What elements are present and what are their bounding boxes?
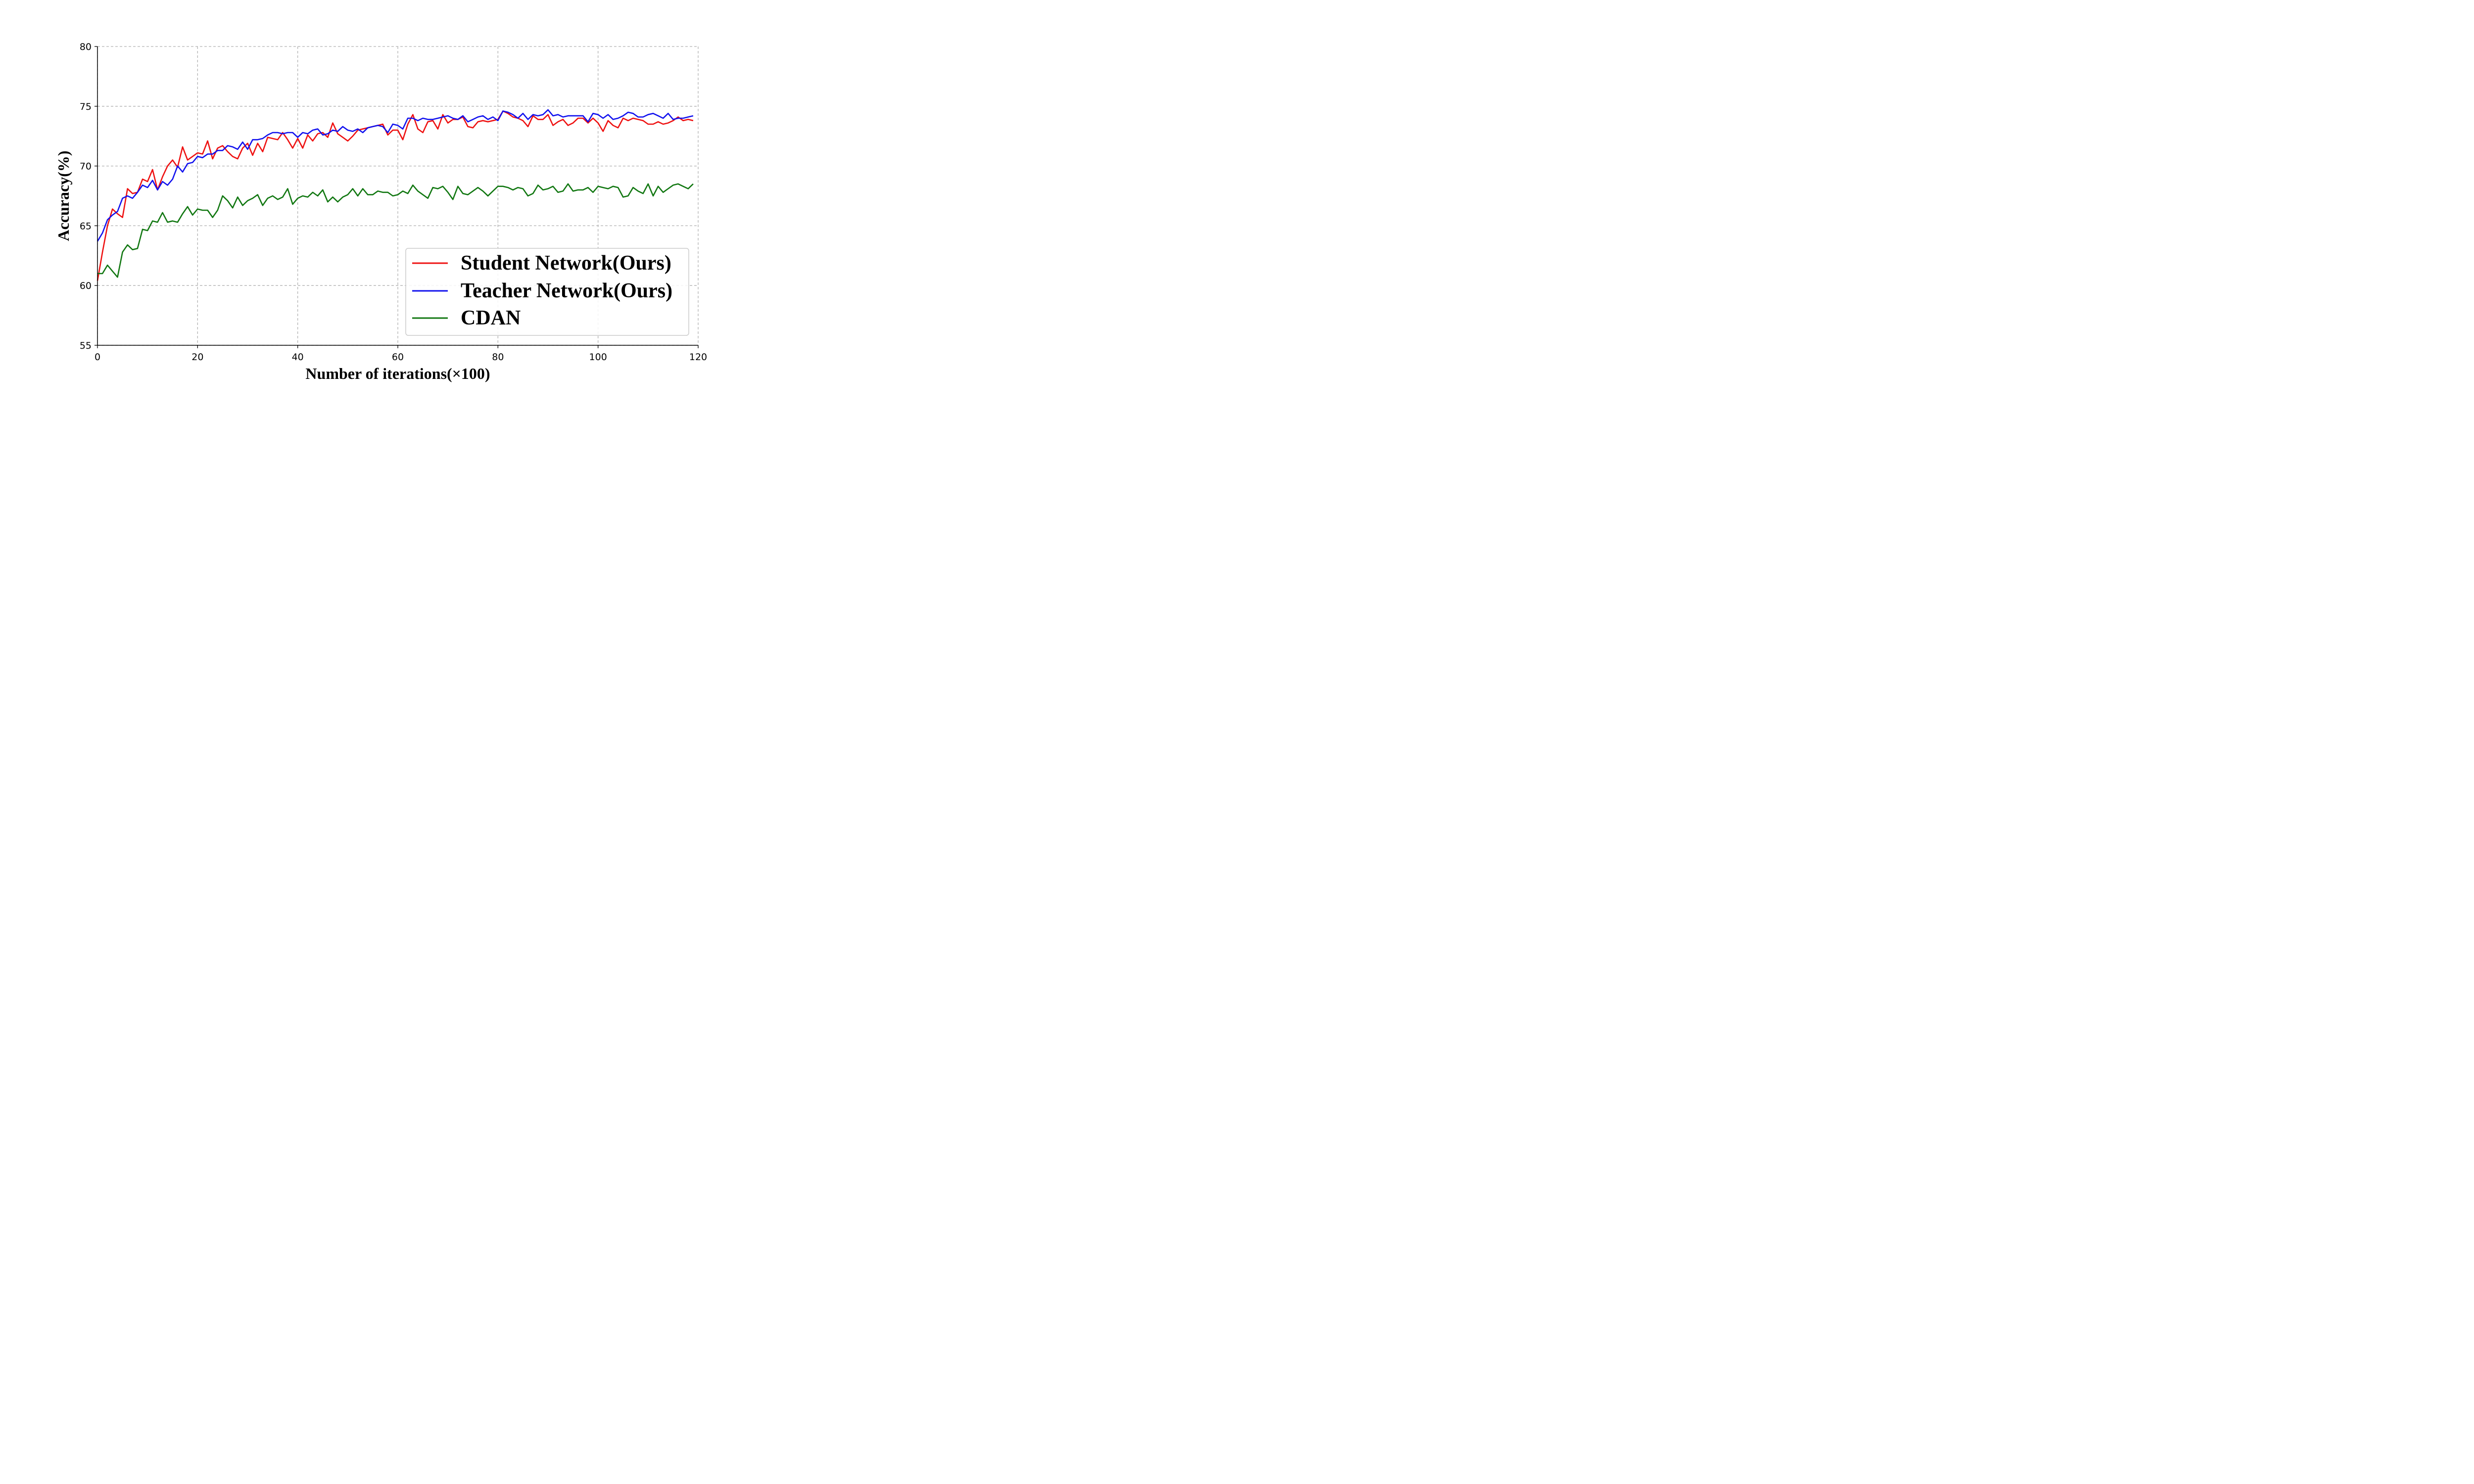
- x-axis-label: Number of iterations(×100): [305, 365, 490, 382]
- x-tick-label: 120: [689, 352, 707, 363]
- x-tick-label: 60: [392, 352, 404, 363]
- y-tick-label: 80: [80, 42, 92, 52]
- series-line-cdan: [97, 183, 694, 278]
- legend-label-student: Student Network(Ours): [461, 252, 671, 275]
- y-tick-label: 65: [80, 221, 92, 232]
- legend: Student Network(Ours) Teacher Network(Ou…: [405, 248, 689, 336]
- y-ticks: 55 60 65 70 75 80: [80, 42, 97, 351]
- line-chart: 0 20 40 60 80 100 120 55 60 65 70 75 80 Number of i…: [54, 42, 707, 382]
- series-line-student: [96, 110, 694, 281]
- x-tick-label: 40: [292, 352, 304, 363]
- x-ticks: 0 20 40 60 80 100 120: [95, 345, 707, 363]
- y-tick-label: 55: [80, 340, 92, 351]
- legend-label-teacher: Teacher Network(Ours): [461, 279, 672, 302]
- legend-label-cdan: CDAN: [461, 307, 521, 329]
- x-tick-label: 20: [191, 352, 203, 363]
- y-tick-label: 75: [80, 101, 92, 112]
- series-layer: [96, 109, 694, 281]
- x-tick-label: 80: [492, 352, 504, 363]
- legend-box: [405, 248, 689, 336]
- y-tick-label: 60: [80, 280, 92, 291]
- y-tick-label: 70: [80, 161, 92, 172]
- x-tick-label: 0: [95, 352, 100, 363]
- y-axis-label: Accuracy(%): [54, 150, 72, 241]
- series-line-teacher: [96, 109, 694, 242]
- x-tick-label: 100: [589, 352, 607, 363]
